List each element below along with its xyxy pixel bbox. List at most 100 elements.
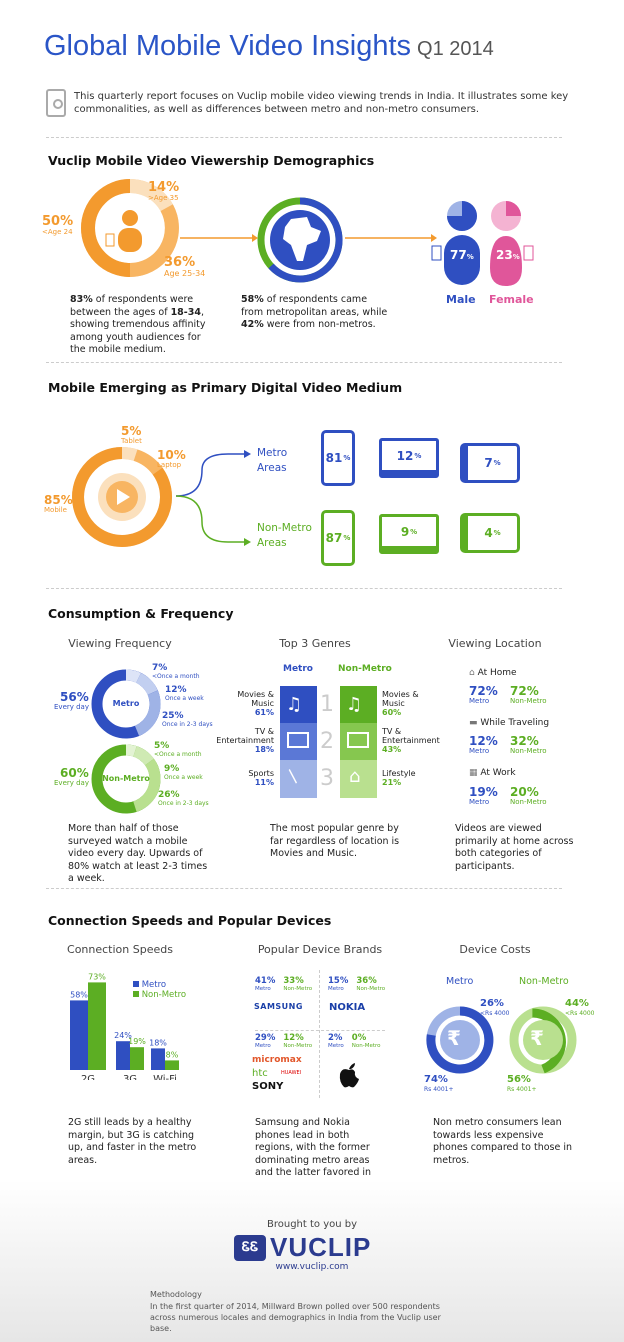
x-tick-wi-fi: Wi-Fi [153, 1074, 177, 1080]
metro-word: Metro [469, 697, 490, 705]
rupee-icon: ₹ [530, 1026, 544, 1050]
genre-nonmetro-2: TV & Entertainment 43% [382, 727, 440, 754]
chart-legend: Metro Non-Metro [133, 980, 186, 1000]
branch-arrows [175, 450, 251, 546]
bar-wi-fi-non-metro [165, 1060, 179, 1070]
age-over35-pct: 14% [148, 180, 180, 195]
phone-icon [523, 245, 534, 261]
device-share-donut [72, 447, 173, 547]
nonmetro-word: Non-Metro [510, 697, 547, 705]
tablet-label: Tablet [121, 437, 142, 445]
vuclip-logo-text: VUCLIP [270, 1232, 372, 1262]
nonmetro-monthly-pct: 5% [154, 741, 170, 751]
home-nonmetro-pct: 72% [510, 684, 539, 698]
nonmetro-cost-low-label: Rs 4001+ [507, 1086, 537, 1093]
bar-label-wi-fi-non-metro: 8% [166, 1050, 179, 1059]
popular-brands-title: Popular Device Brands [257, 943, 383, 956]
viewing-location-title: Viewing Location [448, 637, 542, 650]
metro-donut [257, 197, 343, 283]
title-quarter: Q1 2014 [417, 38, 494, 60]
nonmetro-phone-share: 87% [321, 510, 355, 566]
bar-3g-metro [116, 1041, 130, 1070]
divider [46, 588, 562, 589]
metro-donut-label: Metro [112, 699, 140, 708]
home-icon: ⌂ [469, 668, 475, 678]
rank-2: 2 [320, 729, 334, 754]
nonmetro-weekly-pct: 9% [164, 764, 180, 774]
female-label: Female [489, 293, 534, 306]
laptop-segment [133, 449, 163, 475]
metro-rs4001-segment [426, 1006, 494, 1074]
laptop-label: Laptop [157, 461, 182, 469]
female-body [490, 236, 522, 286]
title-text: Global Mobile Video Insights [44, 30, 412, 62]
rank-1: 1 [320, 692, 334, 717]
travel-metro-pct: 12% [469, 734, 498, 748]
genre-metro-1: Movies & Music 61% [237, 690, 274, 717]
work-metro-pct: 19% [469, 785, 498, 799]
divider [46, 362, 562, 363]
nonmetro-donut-label: Non-Metro [102, 774, 150, 783]
genre-metro-3: Sports 11% [248, 769, 274, 787]
connection-speeds-title: Connection Speeds [67, 943, 173, 956]
brought-to-you-by: Brought to you by [266, 1219, 358, 1230]
intro-text: This quarterly report focuses on Vuclip … [74, 91, 569, 115]
metro-frequency-donut [91, 669, 161, 739]
nokia-logo: NOKIA [329, 1002, 366, 1013]
female-pct: 23% [496, 248, 520, 262]
samsung-share: 41% Metro 33% Non-Metro [255, 976, 313, 992]
bar-label-3g-non-metro: 19% [128, 1037, 146, 1046]
genre-metro-2: TV & Entertainment 18% [216, 727, 274, 754]
nonmetro-cost-high-label: <Rs 4000 [565, 1010, 595, 1017]
male-body [444, 235, 480, 285]
costs-description: Non metro consumers lean towards less ex… [433, 1117, 573, 1166]
age-25-34-label: Age 25-34 [164, 269, 206, 278]
metro-monthly-label: <Once a month [152, 673, 200, 680]
nonmetro-laptop-share: 9% [379, 514, 439, 554]
vuclip-url[interactable]: www.vuclip.com [275, 1262, 349, 1272]
apple-share: 2% Metro 0% Non-Metro [328, 1033, 381, 1049]
costs-metro-label: Metro [446, 976, 474, 987]
tablet-segment [121, 447, 138, 461]
nonmetro-2-3days-label: Once in 2-3 days [158, 800, 209, 807]
travel-nonmetro-pct: 32% [510, 734, 539, 748]
tv-icon [287, 732, 309, 748]
metro-word: Metro [469, 798, 490, 806]
metro-phone-share: 81% [321, 430, 355, 486]
nonmetro-word: Non-Metro [510, 747, 547, 755]
page-title: Global Mobile Video Insights Q1 2014 [44, 30, 494, 63]
location-home: ⌂ At Home [469, 668, 517, 678]
bar-2g-metro [70, 1000, 88, 1070]
genres-nonmetro-header: Non-Metro [338, 664, 392, 674]
apple-logo-icon [339, 1063, 359, 1088]
age-description: 83% of respondents were between the ages… [70, 294, 206, 355]
genres-description: The most popular genre by far regardless… [270, 823, 400, 859]
top-genres-title: Top 3 Genres [279, 637, 351, 650]
age-under24-pct: 50% [42, 214, 74, 229]
metro-weekly-pct: 12% [165, 685, 187, 695]
viewing-frequency-title: Viewing Frequency [68, 637, 172, 650]
x-tick-3g: 3G [123, 1074, 137, 1080]
bar-wi-fi-metro [151, 1048, 165, 1070]
micromax-logo: micromax [252, 1055, 302, 1065]
section-heading-demographics: Vuclip Mobile Video Viewership Demograph… [48, 153, 375, 168]
age-segment-25-34 [129, 204, 179, 277]
laptop-pct: 10% [157, 448, 186, 462]
work-nonmetro-pct: 20% [510, 785, 539, 799]
age-over35-label: >Age 35 [148, 194, 179, 202]
nonmetro-frequency-donut [91, 744, 161, 814]
nonmetro-monthly-label: <Once a month [154, 751, 202, 758]
divider [46, 137, 562, 138]
music-icon: ♫ [346, 694, 363, 715]
music-icon: ♫ [286, 694, 303, 715]
mobile-label: Mobile [44, 506, 67, 514]
age-under24-label: <Age 24 [42, 228, 73, 236]
gender-figures [431, 201, 534, 286]
nokia-share: 15% Metro 36% Non-Metro [328, 976, 386, 992]
metro-weekly-label: Once a week [165, 695, 204, 702]
vuclip-logo: ᏋᏋ VUCLIP [234, 1232, 371, 1263]
arrow-right [345, 234, 437, 242]
others-share: 29% Metro 12% Non-Metro [255, 1033, 313, 1049]
metro-word: Metro [469, 747, 490, 755]
age-25-34-pct: 36% [164, 255, 196, 270]
